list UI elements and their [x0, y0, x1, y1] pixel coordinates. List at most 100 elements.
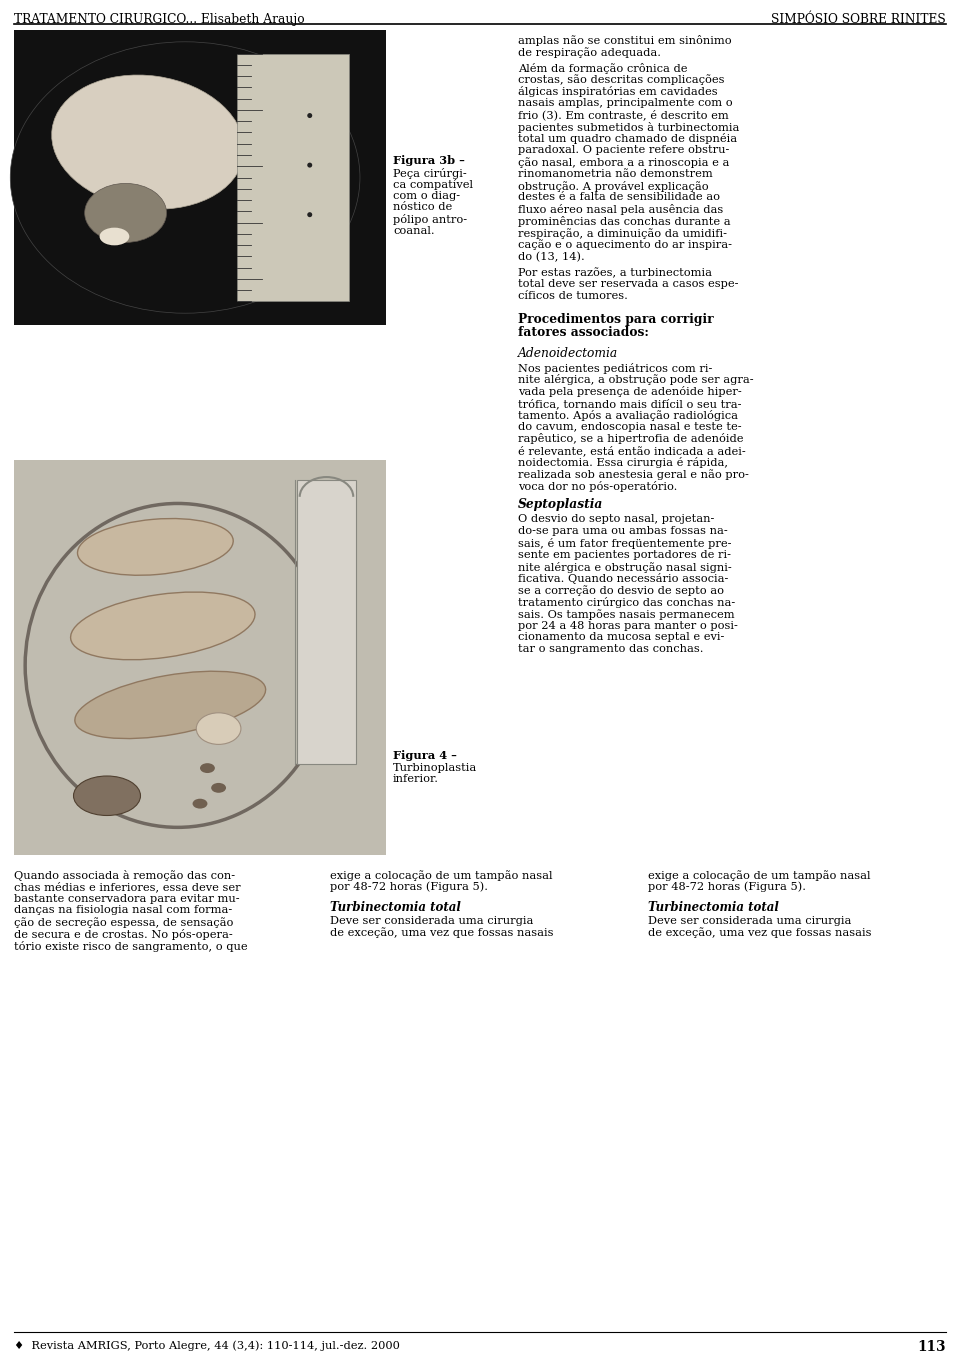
Ellipse shape [196, 713, 241, 745]
Text: TRATAMENTO CIRURGICO... Elisabeth Araujo: TRATAMENTO CIRURGICO... Elisabeth Araujo [14, 14, 304, 26]
Ellipse shape [84, 183, 166, 243]
Text: frio (3). Em contraste, é descrito em: frio (3). Em contraste, é descrito em [518, 109, 729, 120]
Text: com o diag-: com o diag- [393, 191, 460, 201]
Text: coanal.: coanal. [393, 225, 435, 236]
Text: vada pela presença de adenóide hiper-: vada pela presença de adenóide hiper- [518, 386, 742, 397]
Text: ca compatível: ca compatível [393, 180, 473, 191]
Text: cíficos de tumores.: cíficos de tumores. [518, 291, 628, 301]
Text: voca dor no pós-operatório.: voca dor no pós-operatório. [518, 480, 678, 491]
Ellipse shape [52, 75, 244, 209]
Text: ficativa. Quando necessário associa-: ficativa. Quando necessário associa- [518, 573, 729, 584]
Text: por 48-72 horas (Figura 5).: por 48-72 horas (Figura 5). [330, 881, 488, 892]
Text: por 48-72 horas (Figura 5).: por 48-72 horas (Figura 5). [648, 881, 806, 892]
Text: se a correção do desvio de septo ao: se a correção do desvio de septo ao [518, 585, 724, 596]
Ellipse shape [71, 592, 255, 660]
Bar [237, 53, 348, 301]
Text: Turbinectomia total: Turbinectomia total [330, 900, 461, 914]
Text: nasais amplas, principalmente com o: nasais amplas, principalmente com o [518, 98, 732, 108]
Text: cação e o aquecimento do ar inspira-: cação e o aquecimento do ar inspira- [518, 240, 732, 251]
Text: 113: 113 [918, 1339, 946, 1354]
Text: nóstico de: nóstico de [393, 202, 452, 213]
Bar [297, 480, 356, 764]
Text: paradoxal. O paciente refere obstru-: paradoxal. O paciente refere obstru- [518, 145, 730, 155]
Ellipse shape [11, 42, 360, 314]
Text: crostas, são descritas complicações: crostas, são descritas complicações [518, 75, 725, 85]
Text: bastante conservadora para evitar mu-: bastante conservadora para evitar mu- [14, 893, 240, 903]
Text: Figura 4 –: Figura 4 – [393, 750, 457, 761]
Text: ção de secreção espessa, de sensação: ção de secreção espessa, de sensação [14, 917, 233, 928]
Text: fatores associados:: fatores associados: [518, 326, 649, 338]
Text: Procedimentos para corrigir: Procedimentos para corrigir [518, 312, 713, 326]
Text: cionamento da mucosa septal e evi-: cionamento da mucosa septal e evi- [518, 633, 725, 642]
Text: Turbinoplastia: Turbinoplastia [393, 762, 477, 773]
Text: nite alérgica e obstrução nasal signi-: nite alérgica e obstrução nasal signi- [518, 562, 732, 573]
Text: total um quadro chamado de dispnéia: total um quadro chamado de dispnéia [518, 134, 737, 145]
Text: trófica, tornando mais difícil o seu tra-: trófica, tornando mais difícil o seu tra… [518, 398, 741, 409]
Text: exige a colocação de um tampão nasal: exige a colocação de um tampão nasal [330, 870, 553, 881]
Text: chas médias e inferiores, essa deve ser: chas médias e inferiores, essa deve ser [14, 881, 241, 892]
Text: noidectomia. Essa cirurgia é rápida,: noidectomia. Essa cirurgia é rápida, [518, 457, 728, 468]
Text: Figura 3b –: Figura 3b – [393, 155, 465, 166]
Text: rapêutico, se a hipertrofia de adenóide: rapêutico, se a hipertrofia de adenóide [518, 434, 743, 445]
Circle shape [307, 162, 312, 168]
Text: tamento. Após a avaliação radiológica: tamento. Após a avaliação radiológica [518, 409, 738, 421]
Ellipse shape [100, 228, 130, 246]
Text: sais. Os tampões nasais permanecem: sais. Os tampões nasais permanecem [518, 608, 734, 619]
Circle shape [307, 113, 312, 119]
Bar [14, 460, 386, 855]
Ellipse shape [78, 518, 233, 576]
Text: respiração, a diminuição da umidifi-: respiração, a diminuição da umidifi- [518, 228, 727, 239]
Text: de respiração adequada.: de respiração adequada. [518, 46, 661, 57]
Text: Septoplastia: Septoplastia [518, 498, 604, 512]
Text: pacientes submetidos à turbinectomia: pacientes submetidos à turbinectomia [518, 121, 739, 132]
Text: prominências das conchas durante a: prominências das conchas durante a [518, 216, 731, 226]
Text: Além da formação crônica de: Além da formação crônica de [518, 63, 687, 74]
Text: tratamento cirúrgico das conchas na-: tratamento cirúrgico das conchas na- [518, 597, 735, 608]
Text: do-se para uma ou ambas fossas na-: do-se para uma ou ambas fossas na- [518, 527, 728, 536]
Text: tar o sangramento das conchas.: tar o sangramento das conchas. [518, 644, 704, 655]
Text: realizada sob anestesia geral e não pro-: realizada sob anestesia geral e não pro- [518, 469, 749, 480]
Text: destes é a falta de sensibilidade ao: destes é a falta de sensibilidade ao [518, 192, 720, 202]
Text: fluxo aéreo nasal pela ausência das: fluxo aéreo nasal pela ausência das [518, 205, 723, 216]
Ellipse shape [193, 799, 207, 809]
Text: Deve ser considerada uma cirurgia: Deve ser considerada uma cirurgia [330, 915, 534, 926]
Ellipse shape [200, 764, 215, 773]
Text: rinomanometria não demonstrem: rinomanometria não demonstrem [518, 169, 712, 179]
Text: tório existe risco de sangramento, o que: tório existe risco de sangramento, o que [14, 941, 248, 952]
Text: pólipo antro-: pólipo antro- [393, 214, 468, 225]
Text: de exceção, uma vez que fossas nasais: de exceção, uma vez que fossas nasais [648, 928, 872, 938]
Text: é relevante, está então indicada a adei-: é relevante, está então indicada a adei- [518, 445, 746, 456]
Text: álgicas inspiratórias em cavidades: álgicas inspiratórias em cavidades [518, 86, 718, 97]
Text: inferior.: inferior. [393, 775, 439, 784]
Ellipse shape [75, 671, 266, 738]
Text: SIMPÓSIO SOBRE RINITES: SIMPÓSIO SOBRE RINITES [771, 14, 946, 26]
Text: Adenoidectomia: Adenoidectomia [518, 346, 618, 360]
Text: Nos pacientes pediátricos com ri-: Nos pacientes pediátricos com ri- [518, 363, 712, 374]
Text: de secura e de crostas. No pós-opera-: de secura e de crostas. No pós-opera- [14, 929, 232, 940]
Text: Deve ser considerada uma cirurgia: Deve ser considerada uma cirurgia [648, 915, 852, 926]
Text: ♦  Revista AMRIGS, Porto Alegre, 44 (3,4): 110-114, jul.-dez. 2000: ♦ Revista AMRIGS, Porto Alegre, 44 (3,4)… [14, 1339, 400, 1350]
Text: Turbinectomia total: Turbinectomia total [648, 900, 779, 914]
Text: Por estas razões, a turbinectomia: Por estas razões, a turbinectomia [518, 267, 712, 278]
Text: amplas não se constitui em sinônimo: amplas não se constitui em sinônimo [518, 35, 732, 46]
Text: danças na fisiologia nasal com forma-: danças na fisiologia nasal com forma- [14, 906, 232, 915]
Ellipse shape [74, 776, 140, 816]
Text: Peça cirúrgi-: Peça cirúrgi- [393, 168, 467, 179]
Text: sais, é um fator freqüentemente pre-: sais, é um fator freqüentemente pre- [518, 537, 732, 548]
Text: por 24 a 48 horas para manter o posi-: por 24 a 48 horas para manter o posi- [518, 621, 738, 630]
Circle shape [307, 213, 312, 217]
Text: sente em pacientes portadores de ri-: sente em pacientes portadores de ri- [518, 550, 731, 559]
Bar [14, 30, 386, 325]
Text: nite alérgica, a obstrução pode ser agra-: nite alérgica, a obstrução pode ser agra… [518, 374, 754, 386]
Ellipse shape [211, 783, 226, 792]
Text: exige a colocação de um tampão nasal: exige a colocação de um tampão nasal [648, 870, 871, 881]
Text: O desvio do septo nasal, projetan-: O desvio do septo nasal, projetan- [518, 514, 714, 524]
Text: ção nasal, embora a a rinoscopia e a: ção nasal, embora a a rinoscopia e a [518, 157, 730, 168]
Text: obstrução. A provável explicação: obstrução. A provável explicação [518, 180, 708, 191]
Text: Quando associada à remoção das con-: Quando associada à remoção das con- [14, 870, 235, 881]
Bar [14, 460, 386, 855]
Text: de exceção, uma vez que fossas nasais: de exceção, uma vez que fossas nasais [330, 928, 554, 938]
Text: do cavum, endoscopia nasal e teste te-: do cavum, endoscopia nasal e teste te- [518, 421, 742, 431]
Text: total deve ser reservada a casos espe-: total deve ser reservada a casos espe- [518, 280, 738, 289]
Text: do (13, 14).: do (13, 14). [518, 251, 585, 262]
